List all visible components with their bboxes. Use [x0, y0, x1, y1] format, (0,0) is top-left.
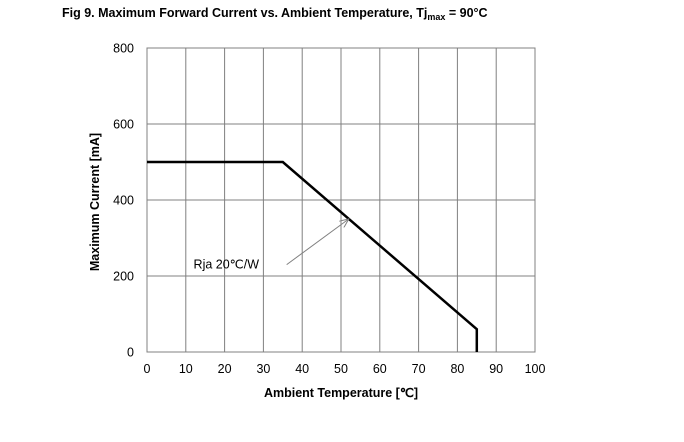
- y-tick-label: 600: [113, 118, 134, 132]
- y-tick-label: 800: [113, 42, 134, 56]
- x-tick-label: 30: [256, 362, 270, 376]
- y-tick-label: 400: [113, 194, 134, 208]
- x-tick-label: 10: [179, 362, 193, 376]
- x-tick-label: 70: [412, 362, 426, 376]
- y-tick-label: 0: [127, 346, 134, 360]
- y-tick-label: 200: [113, 270, 134, 284]
- x-tick-label: 50: [334, 362, 348, 376]
- x-tick-label: 80: [450, 362, 464, 376]
- x-tick-label: 100: [525, 362, 546, 376]
- chart-title: Fig 9. Maximum Forward Current vs. Ambie…: [62, 6, 488, 22]
- chart-title-subscript: max: [427, 12, 446, 22]
- annotation-label: Rja 20℃/W: [194, 257, 260, 271]
- plot-border: [146, 47, 536, 353]
- series-line: [147, 160, 479, 352]
- chart-title-main: Fig 9. Maximum Forward Current vs. Ambie…: [62, 6, 428, 20]
- x-tick-label: 20: [218, 362, 232, 376]
- y-axis-label: Maximum Current [mA]: [88, 133, 102, 271]
- x-tick-label: 90: [489, 362, 503, 376]
- x-axis-label: Ambient Temperature [℃]: [264, 386, 418, 400]
- x-tick-label: 40: [295, 362, 309, 376]
- x-tick-label: 60: [373, 362, 387, 376]
- chart-title-suffix: = 90°C: [445, 6, 488, 20]
- annotation-arrow: [286, 219, 349, 266]
- x-tick-label: 0: [144, 362, 151, 376]
